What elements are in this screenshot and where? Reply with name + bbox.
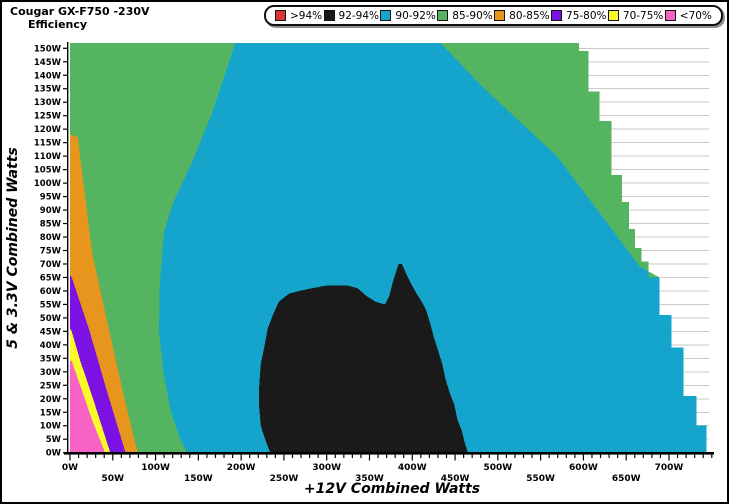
region-92-94: [259, 264, 468, 453]
y-tick-label: 150W: [34, 44, 62, 54]
chart-title-block: Cougar GX-F750 -230V Efficiency: [10, 5, 150, 31]
x-tick-label: 200W: [227, 463, 256, 473]
y-tick-label: 50W: [40, 314, 62, 324]
legend-swatch-icon: [551, 10, 563, 21]
y-tick-label: 100W: [34, 179, 62, 189]
chart-subtitle: Efficiency: [28, 18, 88, 31]
x-axis-line: [64, 452, 714, 455]
y-tick-label: 145W: [34, 58, 62, 68]
legend-item-7580: 75-80%: [551, 10, 607, 22]
x-tick-label: 300W: [312, 463, 341, 473]
y-tick-label: 45W: [40, 327, 62, 337]
legend-label: >94%: [290, 9, 323, 22]
chart-title: Cougar GX-F750 -230V: [10, 5, 150, 18]
x-tick-label: 650W: [612, 474, 641, 484]
y-tick-label: 35W: [40, 354, 62, 364]
region-85-90-top-right: [440, 42, 660, 278]
legend-swatch-icon: [323, 10, 335, 21]
y-tick-label: 80W: [40, 233, 62, 243]
x-tick-label: 550W: [526, 474, 555, 484]
legend-swatch-icon: [437, 10, 449, 21]
legend-item-9092: 90-92%: [380, 10, 436, 22]
legend-swatch-icon: [494, 10, 506, 21]
x-tick-label: 150W: [184, 474, 213, 484]
legend-label: 80-85%: [509, 9, 550, 22]
legend-swatch-icon: [380, 10, 392, 21]
y-tick-label: 130W: [34, 98, 62, 108]
x-tick-label: 600W: [569, 463, 598, 473]
x-axis-title: +12V Combined Watts: [304, 481, 480, 497]
y-tick-label: 25W: [40, 381, 62, 391]
x-tick-label: 450W: [441, 474, 470, 484]
y-tick-label: 95W: [40, 193, 62, 203]
x-tick-label: 0W: [62, 463, 78, 473]
legend-label: 90-92%: [395, 9, 436, 22]
x-tick-label: 400W: [398, 463, 427, 473]
x-tick-label: 250W: [270, 474, 299, 484]
y-tick-label: 115W: [34, 139, 62, 149]
legend-item-8085: 80-85%: [494, 10, 550, 22]
y-axis-title: 5 & 3.3V Combined Watts: [5, 147, 21, 349]
y-tick-label: 20W: [40, 395, 62, 405]
y-tick-label: 85W: [40, 220, 62, 230]
y-tick-label: 75W: [40, 247, 62, 257]
x-tick-label: 350W: [355, 474, 384, 484]
y-tick-label: 55W: [40, 300, 62, 310]
legend-label: 85-90%: [452, 9, 493, 22]
x-tick-label: 500W: [483, 463, 512, 473]
x-tick-label: 50W: [102, 474, 125, 484]
legend-swatch-icon: [607, 10, 619, 21]
legend-item-94: >94%: [275, 10, 322, 22]
y-tick-label: 65W: [40, 273, 62, 283]
y-tick-label: 120W: [34, 125, 62, 135]
region-under-70: [70, 361, 106, 453]
y-tick-label: 10W: [40, 422, 62, 432]
legend-swatch-icon: [664, 10, 676, 21]
y-tick-label: 110W: [34, 152, 62, 162]
y-tick-label: 30W: [40, 368, 62, 378]
y-tick-label: 60W: [40, 287, 62, 297]
legend-item-70: <70%: [664, 9, 712, 22]
legend-item-9294: 92-94%: [323, 9, 380, 22]
y-tick-label: 125W: [34, 112, 62, 122]
x-tick-label: 100W: [141, 463, 170, 473]
x-tick-label: 700W: [655, 463, 684, 473]
y-tick-label: 15W: [40, 408, 62, 418]
legend-label: 75-80%: [566, 9, 607, 22]
y-tick-label: 0W: [46, 449, 62, 459]
y-tick-label: 5W: [46, 435, 62, 445]
legend-label: 70-75%: [622, 9, 664, 22]
legend-item-8590: 85-90%: [437, 10, 493, 22]
y-tick-label: 105W: [34, 166, 62, 176]
y-tick-label: 140W: [34, 71, 62, 81]
legend-label: 92-94%: [338, 9, 380, 22]
y-tick-label: 40W: [40, 341, 62, 351]
y-tick-label: 90W: [40, 206, 62, 216]
y-tick-label: 70W: [40, 260, 62, 270]
y-tick-label: 135W: [34, 85, 62, 95]
legend-item-7075: 70-75%: [607, 9, 664, 22]
efficiency-legend: >94% 92-94% 90-92% 85-90% 80-85% 75-80% 70-75%…: [264, 5, 723, 26]
legend-label: <70%: [679, 9, 712, 22]
legend-swatch-icon: [275, 10, 286, 21]
